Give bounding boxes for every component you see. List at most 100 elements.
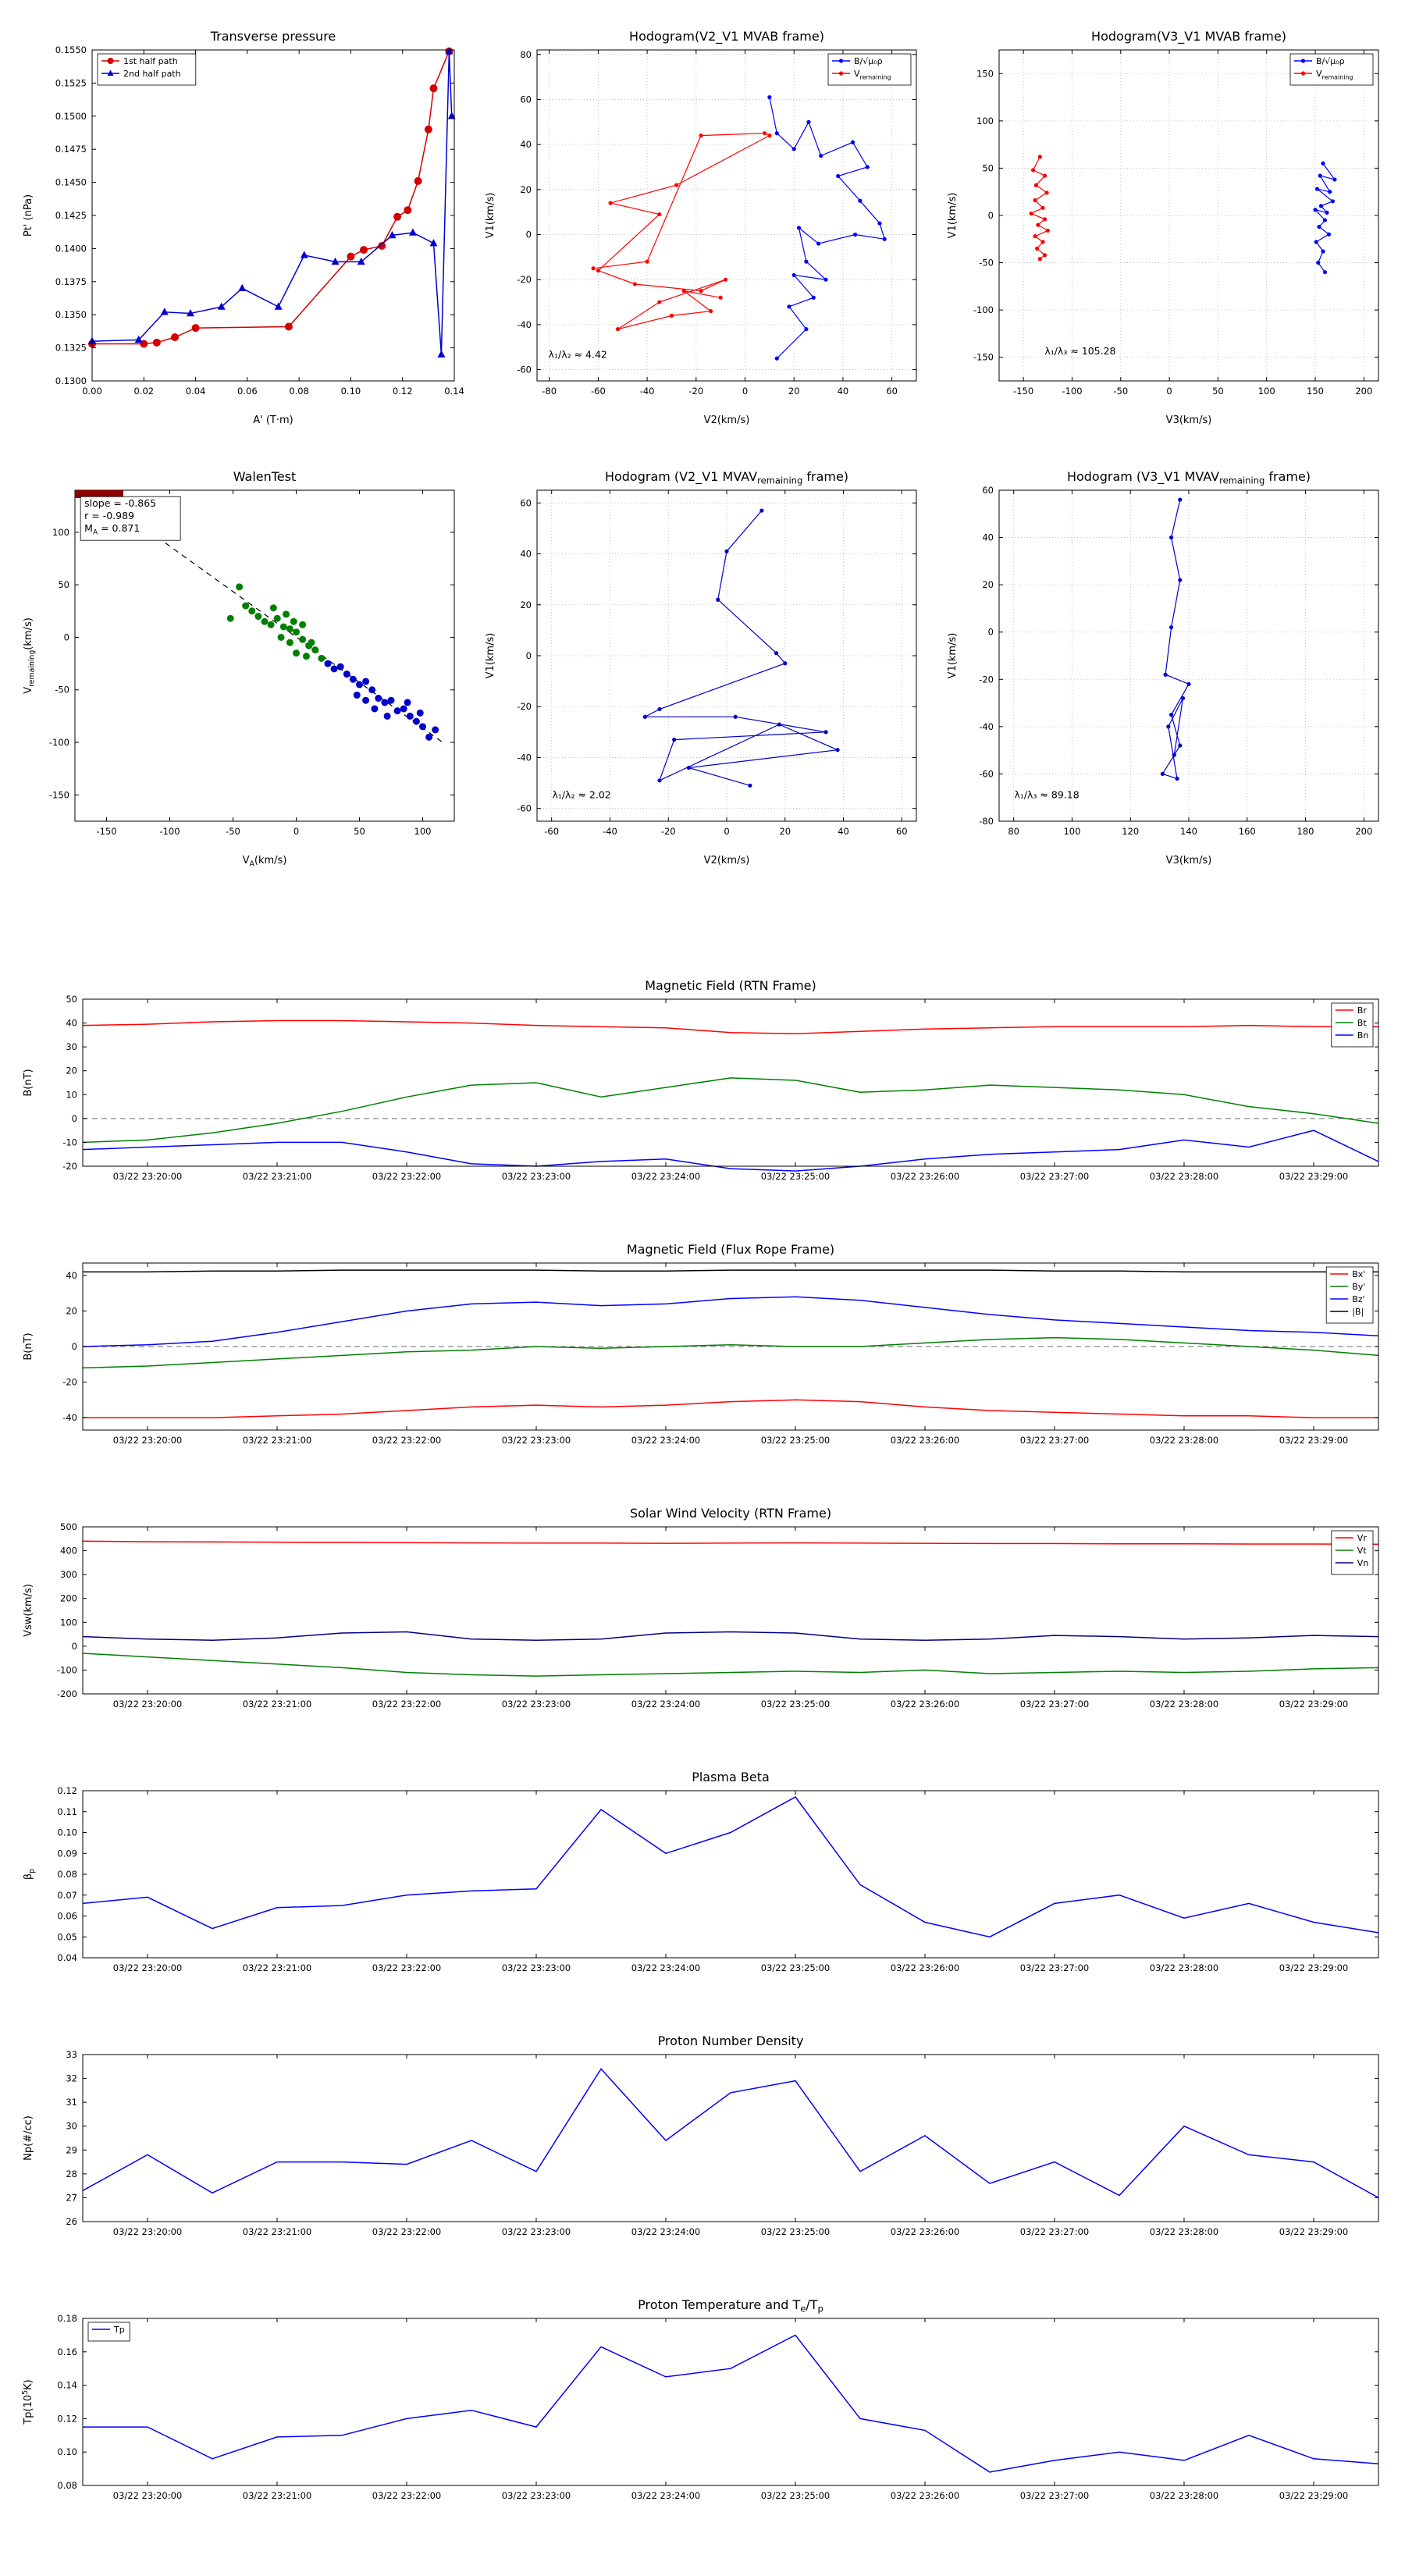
svg-text:Proton Temperature and Te/Tp: Proton Temperature and Te/Tp xyxy=(638,2297,823,2314)
svg-text:200: 200 xyxy=(1355,826,1372,837)
svg-text:03/22 23:25:00: 03/22 23:25:00 xyxy=(761,1435,830,1446)
svg-text:0.1550: 0.1550 xyxy=(55,44,87,55)
svg-text:50: 50 xyxy=(66,994,77,1005)
svg-text:160: 160 xyxy=(1239,826,1256,837)
svg-text:29: 29 xyxy=(66,2144,77,2155)
svg-text:150: 150 xyxy=(1307,386,1324,397)
svg-text:0.10: 0.10 xyxy=(341,386,361,397)
svg-text:03/22 23:26:00: 03/22 23:26:00 xyxy=(891,1435,959,1446)
svg-text:-200: -200 xyxy=(57,1688,77,1699)
svg-text:-40: -40 xyxy=(62,1412,77,1423)
svg-text:MA = 0.871: MA = 0.871 xyxy=(84,522,140,537)
svg-text:03/22 23:22:00: 03/22 23:22:00 xyxy=(372,1699,441,1710)
svg-text:03/22 23:21:00: 03/22 23:21:00 xyxy=(243,2226,311,2237)
svg-text:20: 20 xyxy=(982,579,994,590)
svg-text:-20: -20 xyxy=(661,826,676,837)
svg-text:0: 0 xyxy=(526,229,532,240)
svg-text:03/22 23:22:00: 03/22 23:22:00 xyxy=(372,2226,441,2237)
svg-text:03/22 23:29:00: 03/22 23:29:00 xyxy=(1279,1171,1348,1182)
svg-text:03/22 23:29:00: 03/22 23:29:00 xyxy=(1279,1435,1348,1446)
svg-text:Bx': Bx' xyxy=(1352,1269,1365,1279)
svg-text:80: 80 xyxy=(520,49,532,60)
svg-text:0.14: 0.14 xyxy=(444,386,464,397)
svg-text:V2(km/s): V2(km/s) xyxy=(704,855,750,866)
svg-text:33: 33 xyxy=(66,2049,77,2060)
svg-text:Transverse pressure: Transverse pressure xyxy=(210,29,336,44)
top-row-2: -150 -100 -50 0 50 100 -150 -100 -50 0 50 100 WalenT… xyxy=(0,453,1405,874)
chart-hodogram-v2v1-mvab: -80 -60 -40 -20 0 20 40 60 -60 -40 -20 0 20 40 60 80 Hod… xyxy=(476,12,929,434)
svg-text:WalenTest: WalenTest xyxy=(233,469,297,484)
svg-text:Magnetic Field (RTN Frame): Magnetic Field (RTN Frame) xyxy=(645,978,816,993)
svg-text:-150: -150 xyxy=(1013,386,1033,397)
svg-text:-20: -20 xyxy=(979,674,994,685)
svg-text:03/22 23:28:00: 03/22 23:28:00 xyxy=(1150,1962,1218,1973)
svg-text:0.12: 0.12 xyxy=(393,386,413,397)
svg-text:0.08: 0.08 xyxy=(57,1869,77,1880)
svg-text:Bt: Bt xyxy=(1357,1018,1368,1028)
svg-text:Plasma Beta: Plasma Beta xyxy=(692,1770,770,1784)
svg-text:0: 0 xyxy=(526,650,532,661)
svg-text:40: 40 xyxy=(66,1270,77,1281)
svg-text:-60: -60 xyxy=(517,803,532,814)
svg-text:32: 32 xyxy=(66,2073,77,2084)
svg-text:VA(km/s): VA(km/s) xyxy=(243,855,287,869)
svg-text:V1(km/s): V1(km/s) xyxy=(947,633,959,679)
svg-text:-60: -60 xyxy=(517,365,532,375)
svg-text:50: 50 xyxy=(1212,386,1224,397)
svg-text:0.1325: 0.1325 xyxy=(55,343,87,354)
svg-text:40: 40 xyxy=(66,1018,77,1029)
svg-text:0: 0 xyxy=(1166,386,1172,397)
svg-text:03/22 23:27:00: 03/22 23:27:00 xyxy=(1020,1962,1089,1973)
svg-text:40: 40 xyxy=(838,826,849,837)
svg-text:03/22 23:21:00: 03/22 23:21:00 xyxy=(243,1699,311,1710)
svg-text:Vremaining(km/s): Vremaining(km/s) xyxy=(23,617,37,694)
svg-text:Np(#/cc): Np(#/cc) xyxy=(23,2115,34,2161)
svg-text:10: 10 xyxy=(66,1089,77,1100)
svg-text:100: 100 xyxy=(976,116,994,126)
svg-text:03/22 23:25:00: 03/22 23:25:00 xyxy=(761,1171,830,1182)
svg-text:0.04: 0.04 xyxy=(57,1952,77,1963)
svg-text:-150: -150 xyxy=(96,826,116,837)
chart-magnetic-field-rtn: 03/22 23:20:00 03/22 23:21:00 03/22 23:22:… xyxy=(14,968,1391,1202)
svg-text:-100: -100 xyxy=(57,1664,77,1675)
svg-text:50: 50 xyxy=(58,579,69,590)
svg-text:Pt' (nPa): Pt' (nPa) xyxy=(23,194,34,237)
svg-text:03/22 23:26:00: 03/22 23:26:00 xyxy=(891,2490,959,2501)
svg-text:-50: -50 xyxy=(979,258,994,269)
svg-text:20: 20 xyxy=(788,386,800,397)
svg-text:03/22 23:27:00: 03/22 23:27:00 xyxy=(1020,2490,1089,2501)
svg-text:100: 100 xyxy=(1258,386,1275,397)
svg-text:-40: -40 xyxy=(979,721,994,732)
chart-hodogram-v3v1-mvab: -150 -100 -50 0 50 100 150 200 -150 -100 -50 0 50 100… xyxy=(938,12,1391,434)
svg-text:100: 100 xyxy=(414,826,432,837)
svg-text:0.12: 0.12 xyxy=(57,1785,77,1796)
svg-text:100: 100 xyxy=(52,527,69,538)
svg-text:0: 0 xyxy=(293,826,299,837)
svg-text:03/22 23:28:00: 03/22 23:28:00 xyxy=(1150,1435,1218,1446)
svg-text:0: 0 xyxy=(742,386,748,397)
svg-text:20: 20 xyxy=(66,1066,77,1076)
svg-text:0.16: 0.16 xyxy=(57,2347,77,2357)
svg-text:03/22 23:23:00: 03/22 23:23:00 xyxy=(502,1435,571,1446)
svg-text:0.02: 0.02 xyxy=(133,386,154,397)
svg-text:03/22 23:23:00: 03/22 23:23:00 xyxy=(502,1171,571,1182)
svg-text:80: 80 xyxy=(1008,826,1019,837)
svg-text:03/22 23:27:00: 03/22 23:27:00 xyxy=(1020,1435,1089,1446)
svg-text:03/22 23:24:00: 03/22 23:24:00 xyxy=(631,2490,700,2501)
svg-text:V3(km/s): V3(km/s) xyxy=(1166,855,1212,866)
svg-text:r = -0.989: r = -0.989 xyxy=(84,510,134,521)
svg-text:03/22 23:20:00: 03/22 23:20:00 xyxy=(113,1171,182,1182)
svg-text:03/22 23:29:00: 03/22 23:29:00 xyxy=(1279,1962,1348,1973)
svg-text:0.00: 0.00 xyxy=(82,386,102,397)
svg-text:03/22 23:27:00: 03/22 23:27:00 xyxy=(1020,1699,1089,1710)
svg-text:2nd half path: 2nd half path xyxy=(123,69,181,79)
svg-text:-20: -20 xyxy=(517,274,532,285)
svg-text:Bn: Bn xyxy=(1357,1030,1369,1041)
svg-text:40: 40 xyxy=(982,532,994,543)
svg-text:Vr: Vr xyxy=(1357,1533,1368,1543)
svg-text:-40: -40 xyxy=(517,752,532,763)
svg-text:βp: βp xyxy=(23,1869,37,1880)
svg-text:-150: -150 xyxy=(49,789,69,800)
svg-text:03/22 23:23:00: 03/22 23:23:00 xyxy=(502,1962,571,1973)
svg-text:03/22 23:21:00: 03/22 23:21:00 xyxy=(243,1962,311,1973)
